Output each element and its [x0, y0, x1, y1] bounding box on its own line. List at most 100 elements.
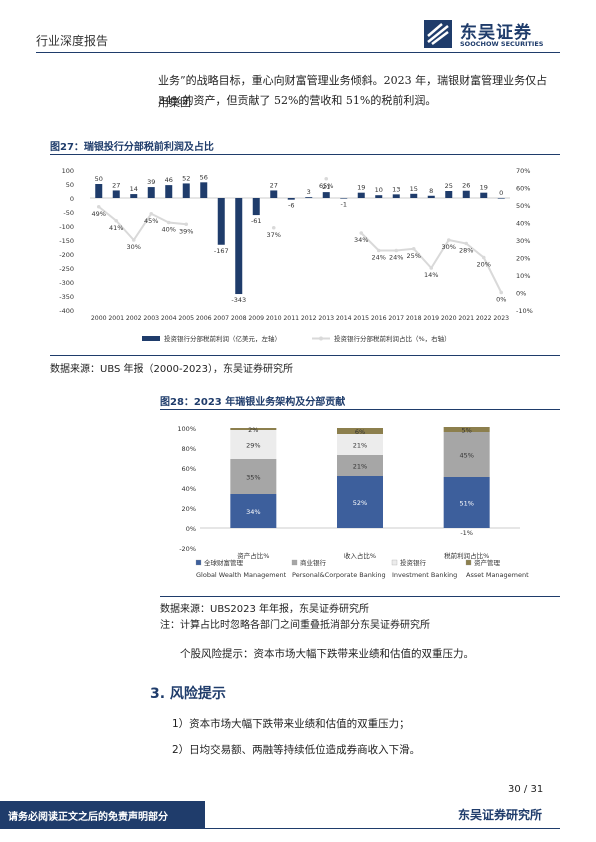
x-axis-year-label: 2001 [108, 315, 124, 322]
segment-value-label: 2% [248, 426, 258, 434]
legend-swatch [291, 559, 298, 566]
right-axis-tick-label: 70% [516, 167, 530, 175]
profit-bar-value-label: -6 [288, 202, 294, 210]
legend-label-cn: 资产管理 [474, 558, 501, 567]
y-axis-tick-label: 60% [182, 465, 196, 473]
profit-bar [480, 192, 488, 198]
y-axis-tick-label: -20% [179, 545, 196, 553]
profit-bar [235, 198, 243, 295]
profit-bar-value-label: 15 [410, 185, 418, 193]
stacked-segment [443, 528, 490, 529]
right-axis-tick-label: 30% [516, 237, 530, 245]
segment-value-label: 21% [353, 463, 367, 471]
left-axis-tick-label: -50 [63, 209, 74, 217]
risk-item-1: 1）资本市场大幅下跌带来业绩和估值的双重压力； [172, 718, 410, 730]
footer-institute: 东吴证券研究所 [458, 808, 543, 822]
left-axis-tick-label: 100 [62, 167, 74, 175]
right-axis-tick-label: -10% [516, 307, 533, 315]
x-axis-year-label: 2004 [161, 315, 177, 322]
footer-disclaimer: 请务必阅读正文之后的免责声明部分 [8, 812, 168, 823]
profit-bar-value-label: 21 [322, 183, 330, 191]
left-axis-tick-label: -300 [59, 279, 74, 287]
left-axis-tick-label: -200 [59, 251, 74, 259]
stacked-segment [443, 427, 490, 432]
x-axis-year-label: 2007 [213, 315, 229, 322]
share-line-point [464, 241, 469, 246]
share-point-label: 40% [162, 226, 176, 234]
segment-value-label: 34% [246, 508, 260, 516]
segment-value-label: 29% [246, 442, 260, 450]
profit-bar-value-label: 0 [499, 189, 503, 197]
profit-bar-value-label: 19 [480, 184, 488, 192]
profit-bar-value-label: 8 [429, 187, 433, 195]
left-axis-tick-label: 0 [70, 195, 74, 203]
share-line-point [411, 246, 416, 251]
fig28-title-divider [160, 409, 560, 410]
share-point-label: 0% [496, 296, 506, 304]
share-point-label: 37% [267, 231, 281, 239]
profit-bar [130, 194, 138, 198]
x-axis-year-label: 2016 [371, 315, 387, 322]
x-axis-year-label: 2005 [178, 315, 194, 322]
share-line-point [131, 238, 136, 242]
stacked-segment [337, 476, 383, 528]
share-point-label: 49% [92, 210, 106, 218]
profit-bar [165, 185, 173, 198]
profit-bar [497, 198, 505, 199]
share-point-label: 30% [127, 243, 141, 251]
left-axis-tick-label: -350 [59, 293, 74, 301]
segment-value-label: 6% [355, 428, 365, 436]
x-axis-year-label: 2014 [336, 315, 352, 322]
profit-bar-value-label: -167 [214, 247, 229, 255]
legend-swatch [465, 559, 472, 566]
legend-label-cn: 商业银行 [300, 558, 327, 567]
share-line-point [481, 255, 486, 260]
logo-icon [424, 20, 452, 48]
x-axis-year-label: 2010 [266, 315, 282, 322]
share-point-label: 41% [109, 224, 123, 232]
y-axis-tick-label: 40% [182, 485, 196, 493]
fig27-chart: 100500-50-100-150-200-250-300-350-40070%… [59, 167, 533, 343]
profit-bar [322, 192, 330, 198]
stacked-segment [230, 459, 277, 494]
share-point-label: 45% [144, 217, 158, 225]
left-axis-tick-label: 50 [66, 181, 74, 189]
y-axis-tick-label: 0% [186, 525, 196, 533]
stacked-segment [230, 494, 277, 528]
x-axis-year-label: 2006 [196, 315, 212, 322]
profit-bar [445, 191, 453, 198]
x-axis-year-label: 2023 [493, 315, 509, 322]
profit-bar [305, 197, 313, 198]
profit-bar-value-label: -1 [341, 200, 347, 208]
profit-bar [147, 187, 155, 198]
left-axis-tick-label: -400 [59, 307, 74, 315]
profit-bar [392, 194, 400, 198]
x-axis-year-label: 2008 [231, 315, 247, 322]
y-axis-tick-label: 100% [177, 425, 196, 433]
share-line-point [499, 290, 504, 295]
x-axis-year-label: 2000 [91, 315, 107, 322]
segment-value-label: 52% [353, 499, 367, 507]
fig27-title-divider [50, 154, 560, 155]
share-point-label: 24% [389, 254, 403, 262]
profit-bar [270, 190, 278, 198]
x-axis-year-label: 2021 [458, 315, 474, 322]
profit-bar [410, 193, 418, 198]
share-point-label: 65% [319, 182, 333, 190]
profit-bar [462, 190, 470, 198]
report-type: 行业深度报告 [36, 34, 109, 48]
profit-bar-value-label: 3 [307, 188, 311, 196]
x-axis-year-label: 2009 [248, 315, 264, 322]
right-axis-tick-label: 10% [516, 272, 530, 280]
profit-bar [287, 198, 295, 200]
x-axis-year-label: 2019 [423, 315, 439, 322]
section-3-title: 3. 风险提示 [150, 686, 226, 702]
fig27-source: 数据来源：UBS 年报（2000-2023），东吴证券研究所 [50, 364, 294, 375]
share-line-point [359, 231, 364, 235]
profit-bar-value-label: 56 [200, 173, 208, 181]
fig28-bottom-divider [160, 596, 560, 597]
header-divider [36, 52, 560, 53]
legend-label-en: Global Wealth Management [196, 571, 287, 579]
share-point-label: 34% [354, 236, 368, 244]
risk-item-2: 2）日均交易额、两融等持续低位造成券商收入下滑。 [172, 744, 421, 756]
